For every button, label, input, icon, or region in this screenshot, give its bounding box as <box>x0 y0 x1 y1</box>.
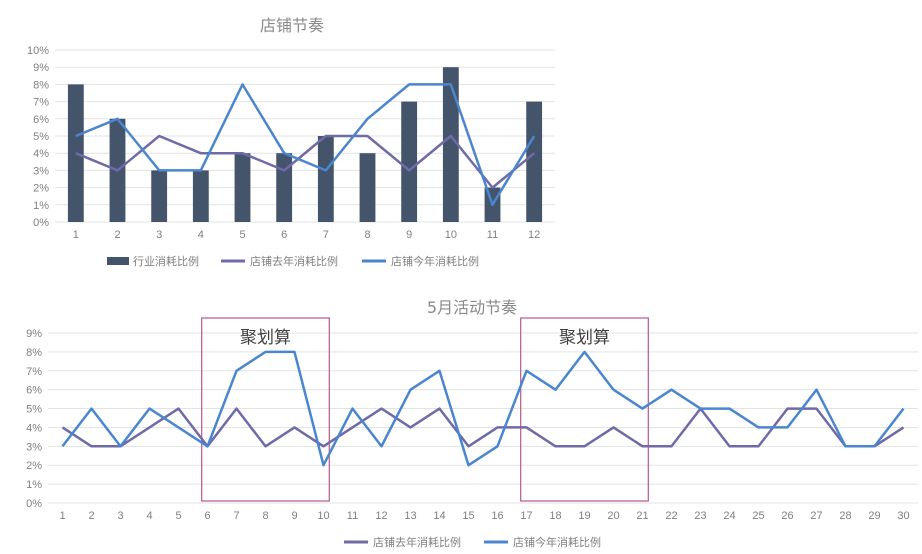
y-tick-label: 8% <box>33 79 49 91</box>
chart2-legend: 店铺去年消耗比例 店铺今年消耗比例 <box>344 535 601 549</box>
x-tick-label: 6 <box>281 229 287 241</box>
industry-bar <box>234 153 251 222</box>
x-tick-label: 17 <box>520 510 532 522</box>
y-tick-label: 6% <box>26 385 42 397</box>
x-tick-label: 7 <box>233 510 239 522</box>
y-tick-label: 0% <box>33 217 49 229</box>
store-rhythm-chart: 店铺节奏 0%1%2%3%4%5%6%7%8%9%10% 1 2 3 4 5 6 7 8 9 10… <box>27 16 555 268</box>
legend2-label-last-year: 店铺去年消耗比例 <box>373 535 461 549</box>
x-tick-label: 9 <box>406 229 412 241</box>
x-tick-label: 1 <box>59 510 65 522</box>
y-tick-label: 7% <box>33 97 49 109</box>
x-tick-label: 2 <box>88 510 94 522</box>
promo-period-box <box>520 317 649 502</box>
y-tick-label: 0% <box>26 498 42 510</box>
industry-bar <box>276 153 293 222</box>
x-tick-label: 29 <box>868 510 880 522</box>
x-tick-label: 22 <box>665 510 677 522</box>
y-tick-label: 10% <box>27 45 49 57</box>
industry-bar <box>526 101 543 222</box>
this-year-line <box>61 350 905 467</box>
x-tick-label: 4 <box>146 510 152 522</box>
x-tick-label: 21 <box>636 510 648 522</box>
last-year-line <box>61 407 905 448</box>
x-tick-label: 8 <box>364 229 370 241</box>
y-tick-label: 9% <box>26 328 42 340</box>
x-tick-label: 2 <box>114 229 120 241</box>
x-tick-label: 13 <box>404 510 416 522</box>
x-tick-label: 11 <box>487 229 498 241</box>
chart2-title: 5月活动节奏 <box>427 298 517 317</box>
y-tick-label: 1% <box>26 479 42 491</box>
x-tick-label: 10 <box>317 510 329 522</box>
y-tick-label: 6% <box>33 114 49 126</box>
x-tick-label: 10 <box>445 229 457 241</box>
x-tick-label: 28 <box>839 510 851 522</box>
y-tick-label: 2% <box>26 460 42 472</box>
y-tick-label: 7% <box>26 366 42 378</box>
x-tick-label: 30 <box>897 510 909 522</box>
chart1-title: 店铺节奏 <box>260 16 324 35</box>
industry-bar <box>442 67 459 222</box>
x-tick-label: 3 <box>156 229 162 241</box>
industry-bar <box>192 170 209 222</box>
y-tick-label: 5% <box>33 131 49 143</box>
x-tick-label: 20 <box>607 510 619 522</box>
y-tick-label: 9% <box>33 62 49 74</box>
y-tick-label: 4% <box>26 422 42 434</box>
y-tick-label: 2% <box>33 183 49 195</box>
industry-bar <box>359 153 376 222</box>
legend-swatch-industry <box>107 257 129 265</box>
x-tick-label: 5 <box>239 229 245 241</box>
industry-bar <box>317 136 334 222</box>
x-tick-label: 4 <box>198 229 204 241</box>
y-tick-label: 5% <box>26 404 42 416</box>
x-tick-label: 24 <box>723 510 735 522</box>
x-tick-label: 11 <box>347 510 358 522</box>
x-tick-label: 14 <box>433 510 445 522</box>
this-year-line <box>75 83 536 207</box>
x-tick-label: 12 <box>528 229 540 241</box>
promo-period-box <box>201 317 330 502</box>
x-tick-label: 1 <box>73 229 79 241</box>
chart1-legend: 行业消耗比例 店铺去年消耗比例 店铺今年消耗比例 <box>107 254 479 268</box>
x-tick-label: 15 <box>462 510 474 522</box>
x-tick-label: 16 <box>491 510 503 522</box>
x-tick-label: 18 <box>549 510 561 522</box>
x-tick-label: 26 <box>781 510 793 522</box>
promo-period-label: 聚划算 <box>240 328 291 348</box>
x-tick-label: 12 <box>375 510 387 522</box>
x-tick-label: 9 <box>291 510 297 522</box>
last-year-line <box>75 134 535 189</box>
industry-bar <box>401 101 418 222</box>
x-tick-label: 8 <box>262 510 268 522</box>
y-tick-label: 1% <box>33 200 49 212</box>
y-tick-label: 3% <box>26 441 42 453</box>
y-tick-label: 8% <box>26 347 42 359</box>
x-tick-label: 3 <box>117 510 123 522</box>
legend2-label-this-year: 店铺今年消耗比例 <box>513 535 601 549</box>
y-tick-label: 3% <box>33 165 49 177</box>
may-activity-chart: 5月活动节奏 0%1%2%3%4%5%6%7%8%9% 1 2 3 4 5 6 7 8 9 10 1… <box>26 298 918 549</box>
x-tick-label: 6 <box>204 510 210 522</box>
x-tick-label: 5 <box>175 510 181 522</box>
x-tick-label: 27 <box>810 510 822 522</box>
x-tick-label: 7 <box>323 229 329 241</box>
x-tick-label: 25 <box>752 510 764 522</box>
legend-label-last-year: 店铺去年消耗比例 <box>250 254 338 268</box>
x-tick-label: 23 <box>694 510 706 522</box>
industry-bar <box>151 170 168 222</box>
promo-period-label: 聚划算 <box>559 328 610 348</box>
legend-label-industry: 行业消耗比例 <box>133 254 199 268</box>
x-tick-label: 19 <box>578 510 590 522</box>
y-tick-label: 4% <box>33 148 49 160</box>
legend-label-this-year: 店铺今年消耗比例 <box>391 254 479 268</box>
